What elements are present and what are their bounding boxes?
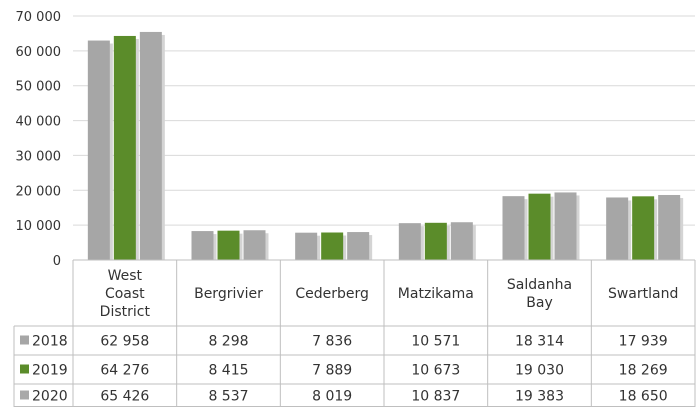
category-label: Matzikama [398, 286, 474, 302]
bar-2018 [502, 196, 525, 260]
data-table-cell: 64 276 [100, 363, 149, 379]
bar-2019 [424, 222, 447, 260]
data-table-cell: 8 298 [208, 334, 248, 350]
data-table-cell: 19 383 [515, 389, 564, 405]
category-label: Swartland [608, 286, 678, 302]
bar-2018 [398, 223, 421, 260]
legend-key-2019 [20, 364, 29, 374]
category-label: District [100, 304, 151, 320]
legend-label: 2020 [32, 389, 68, 405]
data-table-cell: 8 537 [208, 389, 248, 405]
bar-2019 [113, 35, 136, 261]
bar-2020 [554, 192, 577, 260]
data-table-cell: 18 269 [619, 363, 668, 379]
data-table-cell: 17 939 [619, 334, 668, 350]
category-label: Coast [105, 286, 145, 302]
legend-label: 2018 [32, 334, 68, 350]
data-table-cell: 18 650 [619, 389, 668, 405]
y-tick-label: 50 000 [16, 80, 62, 95]
bar-2020 [139, 31, 162, 260]
data-table-cell: 10 673 [411, 363, 460, 379]
bar-2020 [450, 222, 473, 260]
y-tick-label: 30 000 [16, 149, 62, 164]
bar-2018 [295, 232, 318, 260]
category-label: Cederberg [295, 286, 369, 302]
bar-2020 [658, 194, 681, 260]
y-tick-label: 70 000 [16, 10, 62, 25]
category-label: Saldanha [507, 277, 572, 293]
data-table-cell: 8 019 [312, 389, 352, 405]
data-table-cell: 18 314 [515, 334, 564, 350]
data-table-cell: 10 571 [411, 334, 460, 350]
bar-2020 [347, 232, 370, 260]
data-table-cell: 7 889 [312, 363, 352, 379]
category-label: Bergrivier [194, 286, 263, 302]
data-table-cell: 7 836 [312, 334, 352, 350]
data-table-cell: 19 030 [515, 363, 564, 379]
bar-2018 [191, 231, 214, 260]
legend-label: 2019 [32, 363, 68, 379]
bar-2018 [606, 197, 629, 260]
bar-2018 [87, 40, 110, 260]
data-table-cell: 62 958 [100, 334, 149, 350]
category-label: Bay [526, 295, 552, 311]
y-tick-label: 40 000 [16, 115, 62, 130]
y-tick-label: 0 [53, 254, 61, 269]
legend-key-2018 [20, 335, 29, 345]
legend-key-2020 [20, 390, 29, 400]
bar-2019 [217, 230, 240, 260]
y-tick-label: 60 000 [16, 45, 62, 60]
category-label: West [108, 268, 143, 284]
bar-2020 [243, 230, 266, 260]
data-table-cell: 8 415 [208, 363, 248, 379]
y-tick-label: 10 000 [16, 219, 62, 234]
data-table-cell: 10 837 [411, 389, 460, 405]
bar-2019 [528, 193, 551, 260]
data-table-cell: 65 426 [100, 389, 149, 405]
y-tick-label: 20 000 [16, 184, 62, 199]
bar-2019 [321, 232, 344, 260]
bar-2019 [632, 196, 655, 260]
